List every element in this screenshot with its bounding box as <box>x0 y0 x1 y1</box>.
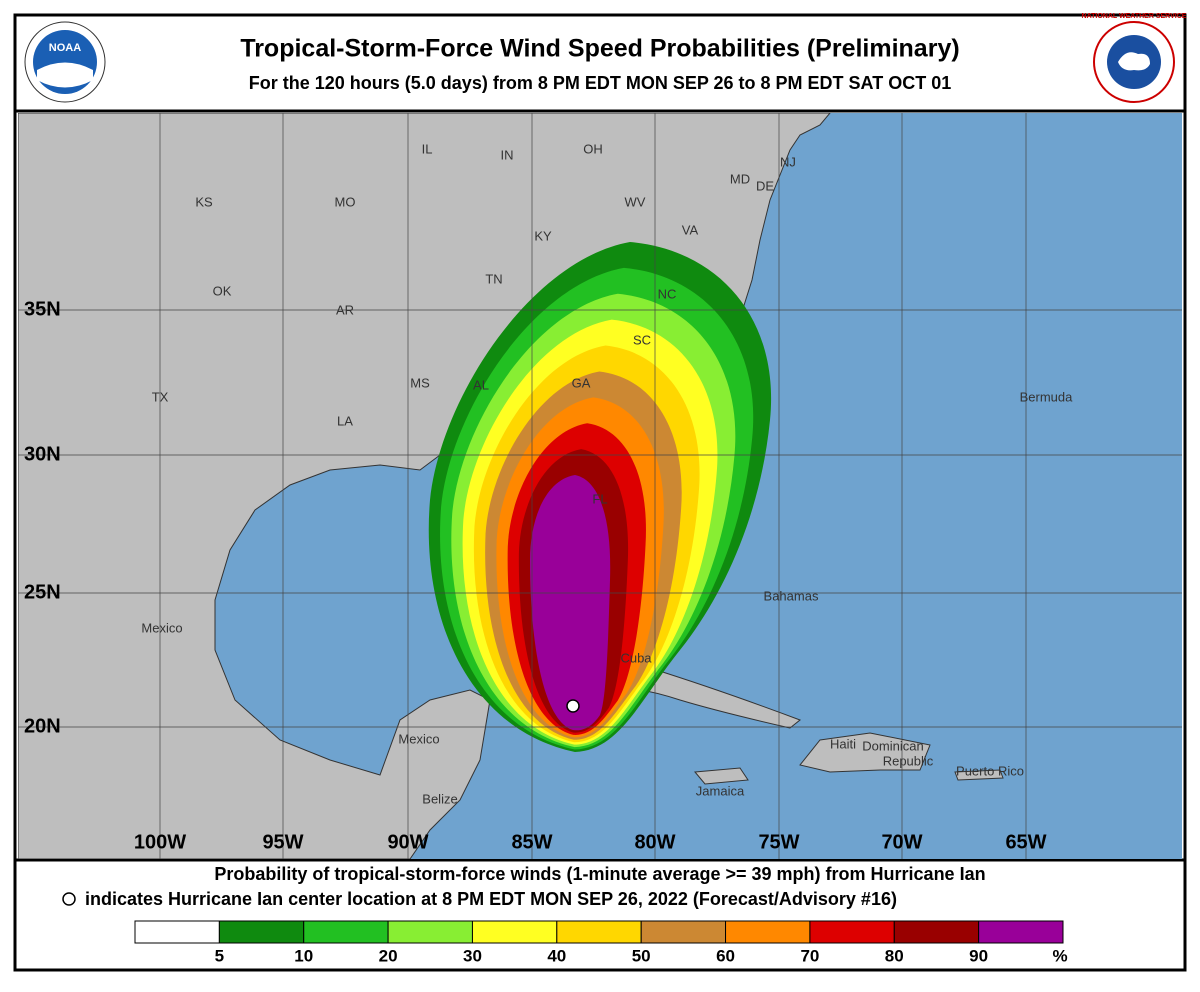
center-symbol <box>62 892 76 906</box>
legend-swatch <box>725 920 811 944</box>
place-label: SC <box>633 332 651 347</box>
place-label: Dominican <box>862 738 923 753</box>
footer-line: Probability of tropical-storm-force wind… <box>214 864 985 884</box>
legend-swatch <box>218 920 305 944</box>
place-label: LA <box>337 413 353 428</box>
legend-tick: 80 <box>885 946 904 965</box>
legend-tick: 50 <box>632 946 651 965</box>
lon-label: 75W <box>758 831 799 853</box>
legend-swatch <box>303 920 389 944</box>
land <box>799 732 931 773</box>
nws-logo: NATIONAL WEATHER SERVICE <box>1082 13 1187 103</box>
place-label: Bermuda <box>1020 389 1074 404</box>
land <box>954 769 1004 781</box>
legend-swatch <box>978 920 1064 944</box>
place-label: GA <box>572 375 591 390</box>
legend-unit: % <box>1052 946 1067 965</box>
lat-label: 30N <box>24 443 61 465</box>
legend-tick: 90 <box>969 946 988 965</box>
title: Tropical-Storm-Force Wind Speed Probabil… <box>240 35 959 63</box>
logo-text: NOAA <box>49 42 81 54</box>
place-label: Republic <box>883 753 934 768</box>
place-label: Mexico <box>141 620 182 635</box>
contour-band <box>530 475 611 731</box>
place-label: OK <box>213 283 232 298</box>
place-label: AR <box>336 302 354 317</box>
land <box>694 767 749 785</box>
noaa-logo: NOAA <box>24 21 106 103</box>
lat-label: 20N <box>24 715 61 737</box>
place-labels: KS MO IL IN OH WV VA KY TN NC OK AR SC GA MS AL LA TX FL MD… <box>141 141 1073 806</box>
legend-tick: 40 <box>547 946 566 965</box>
place-label: MD <box>730 171 750 186</box>
legend-swatch <box>640 920 727 944</box>
lat-label: 25N <box>24 581 61 603</box>
place-label: AL <box>473 377 489 392</box>
place-label: NC <box>658 286 677 301</box>
probability-contours <box>428 242 772 752</box>
lat-label: 35N <box>24 298 61 320</box>
legend-swatch <box>556 920 642 944</box>
legend-tick: 5 <box>215 946 224 965</box>
legend-tick: 70 <box>800 946 819 965</box>
lon-label: 90W <box>387 831 428 853</box>
place-label: IL <box>422 141 433 156</box>
lon-label: 95W <box>262 831 303 853</box>
lon-label: 65W <box>1005 831 1046 853</box>
legend-tick: 10 <box>294 946 313 965</box>
legend-tick: 30 <box>463 946 482 965</box>
storm-center <box>566 699 580 713</box>
place-label: Bahamas <box>764 588 819 603</box>
place-label: KS <box>195 194 213 209</box>
footer-line: indicates Hurricane Ian center location … <box>85 889 897 909</box>
legend-swatch <box>134 920 220 944</box>
lon-label: 85W <box>511 831 552 853</box>
place-label: Cuba <box>620 650 652 665</box>
place-label: FL <box>592 491 607 506</box>
lon-label: 70W <box>881 831 922 853</box>
place-label: MS <box>410 375 430 390</box>
place-label: Belize <box>422 791 457 806</box>
place-label: OH <box>583 141 603 156</box>
logo-text: NATIONAL WEATHER SERVICE <box>1082 13 1187 20</box>
legend-swatch <box>387 920 473 944</box>
place-label: Haiti <box>830 736 856 751</box>
graticule: 35N 30N 25N 20N 100W 95W 90W 85W 80W 75W 70W 65W <box>18 113 1182 859</box>
place-label: Puerto Rico <box>956 763 1024 778</box>
place-label: TN <box>485 271 502 286</box>
legend-tick: 60 <box>716 946 735 965</box>
legend-swatch <box>809 920 895 944</box>
color-legend: 5 10 20 30 40 50 60 70 80 90% <box>134 920 1068 965</box>
place-label: NJ <box>780 154 796 169</box>
legend-swatch <box>893 920 980 944</box>
subtitle: For the 120 hours (5.0 days) from 8 PM E… <box>249 73 951 93</box>
place-label: DE <box>756 178 774 193</box>
place-label: Mexico <box>398 731 439 746</box>
legend-tick: 20 <box>379 946 398 965</box>
place-label: WV <box>625 194 646 209</box>
lon-label: 80W <box>634 831 675 853</box>
lon-label: 100W <box>134 831 186 853</box>
place-label: MO <box>335 194 356 209</box>
place-label: IN <box>501 147 514 162</box>
legend-swatch <box>471 920 558 944</box>
place-label: VA <box>682 222 699 237</box>
place-label: Jamaica <box>696 783 745 798</box>
map: 35N 30N 25N 20N 100W 95W 90W 85W 80W 75W 70W 65W KS… <box>18 113 1182 859</box>
place-label: KY <box>534 228 552 243</box>
place-label: TX <box>152 389 169 404</box>
